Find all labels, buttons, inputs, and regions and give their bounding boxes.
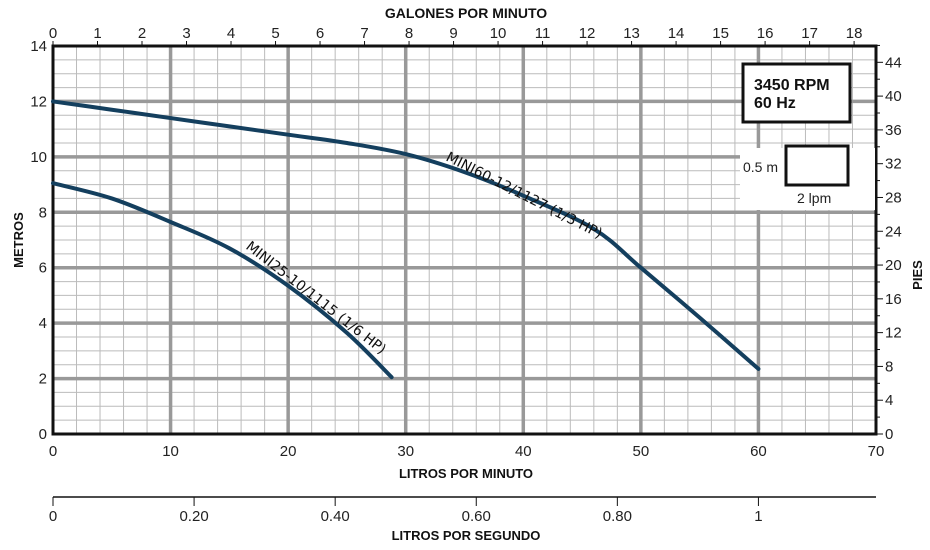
curve-series-0 [51, 99, 761, 371]
curve-series-1 [51, 181, 394, 380]
y2-tick-label: 28 [885, 189, 902, 206]
hz-label: 60 Hz [754, 95, 796, 112]
lps-tick-label: 0 [49, 508, 57, 525]
x2-tick-label: 17 [801, 25, 818, 42]
y2-tick-label: 44 [885, 54, 902, 71]
lps-tick-label: 0.60 [462, 508, 491, 525]
x-tick-label: 50 [633, 443, 650, 460]
x2-tick-label: 1 [93, 25, 101, 42]
scale-box [784, 144, 850, 187]
x2-tick-label: 4 [227, 25, 235, 42]
curves [51, 99, 761, 380]
x2-tick-label: 7 [360, 25, 368, 42]
y-tick-label: 0 [39, 426, 47, 443]
y2-tick-label: 32 [885, 156, 902, 173]
x-tick-label: 0 [49, 443, 57, 460]
grid [52, 45, 877, 435]
scale-x-label: 2 lpm [797, 190, 831, 206]
x2-tick-label: 5 [271, 25, 279, 42]
rpm-box [741, 62, 852, 124]
lps-tick-label: 0.40 [321, 508, 350, 525]
x2-tick-label: 11 [535, 25, 551, 42]
plot-frame [51, 44, 878, 436]
y2-tick-label: 12 [885, 325, 902, 342]
lps-tick-label: 1 [754, 508, 762, 525]
y-tick-label: 2 [39, 371, 47, 388]
x2-tick-label: 3 [182, 25, 190, 42]
y2-tick-label: 8 [885, 358, 893, 375]
x-tick-label: 60 [750, 443, 767, 460]
y-tick-label: 4 [39, 315, 47, 332]
x2-tick-label: 14 [668, 25, 685, 42]
x-tick-label: 30 [397, 443, 414, 460]
x2-tick-label: 8 [405, 25, 413, 42]
x-tick-label: 10 [162, 443, 179, 460]
y2-tick-label: 4 [885, 392, 893, 409]
right-axis-title: PIES [910, 260, 925, 290]
x2-tick-label: 12 [579, 25, 596, 42]
y-tick-label: 14 [30, 38, 47, 55]
y2-tick-label: 16 [885, 291, 902, 308]
x-tick-label: 40 [515, 443, 532, 460]
y2-tick-label: 36 [885, 122, 902, 139]
y2-tick-label: 0 [885, 426, 893, 443]
x2-tick-label: 13 [623, 25, 640, 42]
left-axis-title: METROS [11, 212, 26, 268]
x-tick-label: 20 [280, 443, 297, 460]
y2-tick-label: 40 [885, 88, 902, 105]
bottom-axis-title: LITROS POR MINUTO [399, 466, 533, 481]
x2-tick-label: 10 [490, 25, 507, 42]
y-tick-label: 6 [39, 260, 47, 277]
x2-tick-label: 16 [757, 25, 774, 42]
scale-y-label: 0.5 m [743, 159, 778, 175]
rpm-label: 3450 RPM [754, 77, 830, 94]
x2-tick-label: 6 [316, 25, 324, 42]
y2-tick-label: 20 [885, 257, 902, 274]
y-tick-label: 10 [30, 149, 47, 166]
x-tick-label: 70 [868, 443, 885, 460]
y-tick-label: 8 [39, 204, 47, 221]
x2-tick-label: 2 [138, 25, 146, 42]
x2-tick-label: 0 [49, 25, 57, 42]
top-axis-title: GALONES POR MINUTO [385, 5, 547, 21]
y-tick-label: 12 [30, 93, 47, 110]
x2-tick-label: 9 [449, 25, 457, 42]
lps-axis-title: LITROS POR SEGUNDO [392, 528, 541, 543]
y2-tick-label: 24 [885, 223, 902, 240]
legend: 3450 RPM 60 Hz 0.5 m 2 lpm [740, 62, 875, 210]
x2-tick-label: 18 [846, 25, 863, 42]
lps-tick-label: 0.20 [179, 508, 208, 525]
lps-tick-label: 0.80 [603, 508, 632, 525]
x2-tick-label: 15 [712, 25, 729, 42]
